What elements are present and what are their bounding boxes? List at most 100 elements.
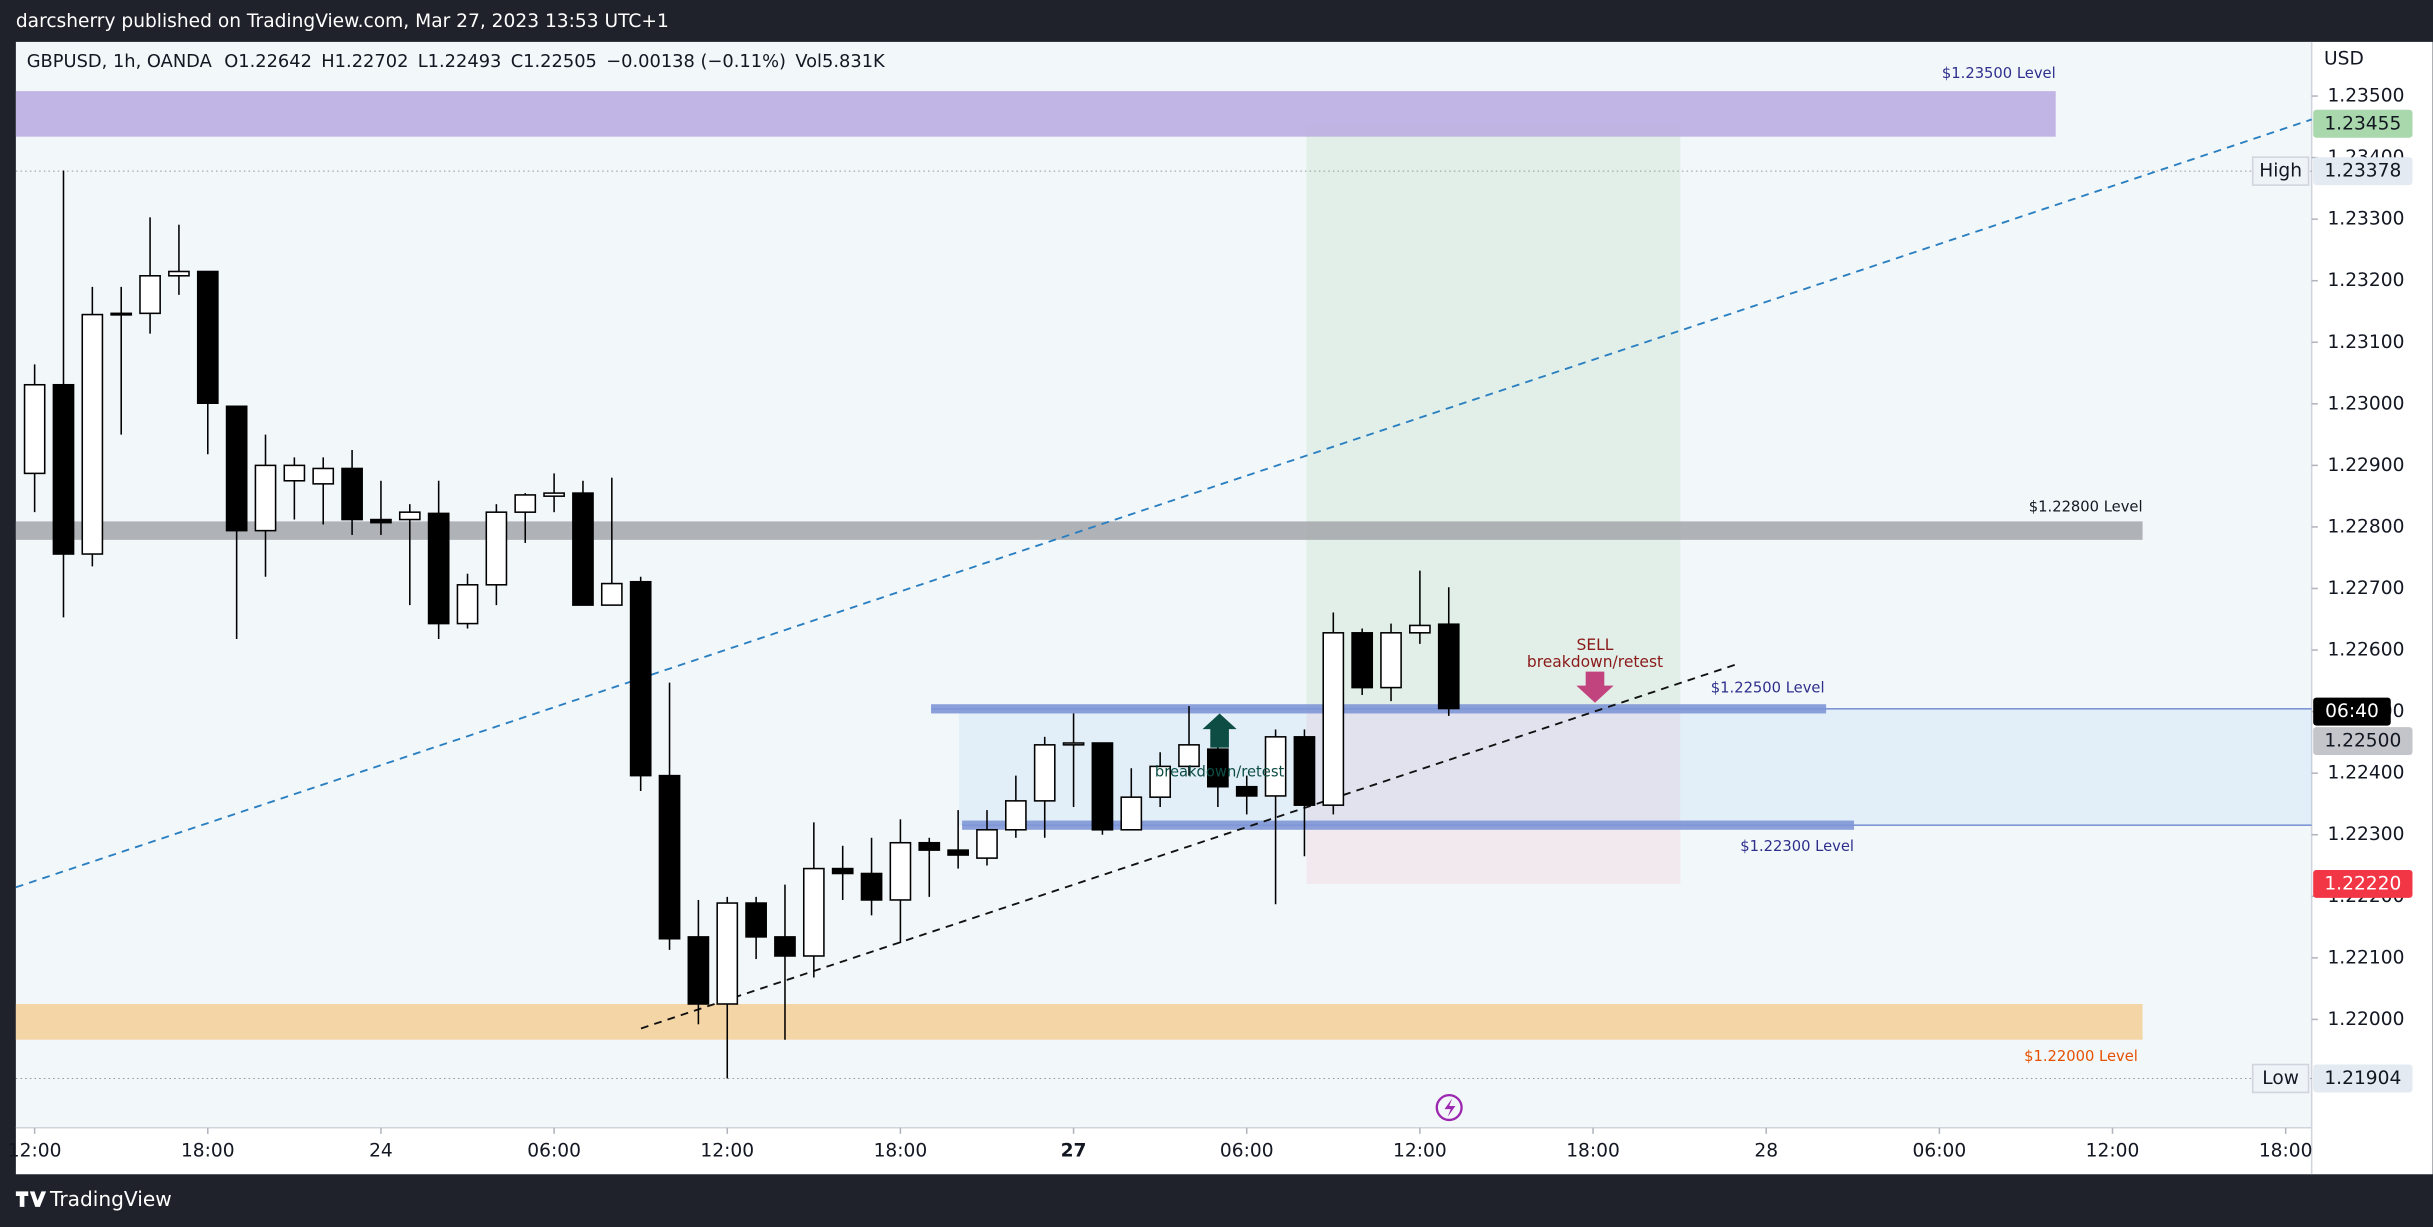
- tag-box: [2251, 156, 2310, 186]
- level-band: [931, 704, 1827, 714]
- legend-value: L1.22493: [418, 51, 502, 72]
- y-tick-label: 1.22400: [2327, 763, 2404, 784]
- candle-body: [370, 518, 392, 524]
- candle-body: [1409, 624, 1431, 634]
- candle-body: [600, 582, 623, 606]
- legend-value: Vol5.831K: [795, 51, 886, 72]
- candle-body: [1207, 748, 1229, 788]
- position-target: [1306, 123, 1681, 712]
- price-badge-label: 1.22220: [2324, 873, 2401, 894]
- y-tick-label: 1.22800: [2327, 516, 2404, 537]
- candle-body: [1062, 742, 1085, 746]
- event-icon-bolt: [1444, 1098, 1456, 1117]
- candle-body: [81, 313, 104, 555]
- candle-body: [23, 383, 46, 475]
- candle-body: [1235, 785, 1258, 797]
- x-tick-label: 28: [1754, 1140, 1778, 1161]
- price-scale: [2311, 41, 2433, 1175]
- candle-body: [196, 270, 219, 404]
- level-label: $1.22000 Level: [2024, 1048, 2138, 1065]
- candle-body: [485, 511, 508, 586]
- sell-label: SELL: [1577, 636, 1614, 654]
- level-label: $1.22800 Level: [2029, 498, 2143, 515]
- y-tick-label: 1.23200: [2327, 270, 2404, 291]
- tag-label: High: [2259, 161, 2302, 182]
- candle-body: [774, 936, 796, 957]
- plot-area: [15, 41, 2312, 1128]
- brand-logo: [15, 1191, 47, 1207]
- candle-body: [889, 841, 912, 901]
- y-tick-label: 1.23100: [2327, 332, 2404, 353]
- candle-body: [1004, 800, 1027, 831]
- candle-body: [312, 467, 335, 485]
- candle-body: [139, 275, 161, 315]
- y-tick-label: 1.22300: [2327, 824, 2404, 845]
- y-tick-label: 1.23300: [2327, 209, 2404, 230]
- countdown: 06:40: [2325, 701, 2379, 722]
- level-band: [962, 820, 1855, 830]
- candle-body: [716, 902, 739, 1005]
- candle-body: [52, 383, 75, 555]
- y-tick-label: 1.22100: [2327, 947, 2404, 968]
- currency: USD: [2324, 48, 2364, 69]
- candle-body: [1149, 765, 1172, 798]
- price-badge-label: 1.23378: [2324, 161, 2401, 182]
- level-label: $1.22500 Level: [1711, 680, 1825, 697]
- candle-body: [687, 936, 710, 1005]
- x-tick-label: 12:00: [8, 1140, 62, 1161]
- level-label: $1.22300 Level: [1740, 838, 1854, 855]
- buy-arrow: [1202, 713, 1237, 748]
- candle-body: [456, 584, 479, 625]
- legend-value: O1.22642: [224, 51, 312, 72]
- x-tick-label: 27: [1061, 1140, 1087, 1161]
- y-tick-label: 1.22600: [2327, 640, 2404, 661]
- x-tick-label: 12:00: [2086, 1140, 2140, 1161]
- candle-body: [514, 494, 537, 513]
- candle-body: [168, 270, 190, 277]
- candle-body: [1293, 736, 1316, 806]
- candle-body: [254, 464, 277, 532]
- legend-value: C1.22505: [511, 51, 597, 72]
- candle-body: [1380, 632, 1402, 689]
- candle-body: [1178, 744, 1200, 768]
- x-tick-label: 12:00: [1393, 1140, 1447, 1161]
- tag-box: [2251, 1063, 2310, 1094]
- candle-body: [543, 492, 565, 497]
- price-badge: [2313, 109, 2413, 138]
- candle-body: [918, 841, 941, 851]
- price-badge: [2313, 1064, 2413, 1093]
- candle-body: [831, 867, 854, 875]
- candle-body: [572, 492, 594, 606]
- y-tick-label: 1.22900: [2327, 455, 2404, 476]
- candle-body: [341, 467, 363, 521]
- trend-line: [15, 118, 2312, 889]
- candle-body: [427, 512, 450, 625]
- time-scale: [15, 1127, 2312, 1175]
- legend-value: H1.22702: [321, 51, 408, 72]
- x-tick-label: 12:00: [700, 1140, 754, 1161]
- x-tick-label: 18:00: [874, 1140, 928, 1161]
- candle-body: [658, 774, 681, 940]
- candle-body: [629, 580, 652, 777]
- candle-body: [1264, 736, 1287, 797]
- y-tick-label: 1.22700: [2327, 578, 2404, 599]
- y-tick-label: 1.22000: [2327, 1009, 2404, 1030]
- candle-body: [802, 867, 825, 957]
- candle-body: [225, 405, 248, 532]
- brand-name: TradingView: [49, 1187, 172, 1211]
- x-tick-label: 24: [369, 1140, 393, 1161]
- x-tick-label: 06:00: [1913, 1140, 1967, 1161]
- candle-body: [1437, 623, 1460, 710]
- x-tick-label: 06:00: [527, 1140, 581, 1161]
- chart: GBPUSD, 1h, OANDA O1.22642 H1.22702 L1.2249…: [8, 48, 2413, 1161]
- tag-label: Low: [2262, 1068, 2299, 1089]
- position-stop: [1306, 711, 1681, 884]
- price-badge-label: 1.21904: [2324, 1068, 2401, 1089]
- level-band: [15, 91, 2056, 137]
- candle-body: [860, 872, 883, 901]
- candle-body: [976, 829, 998, 859]
- candle-body: [283, 464, 306, 482]
- countdown-badge: [2313, 697, 2391, 726]
